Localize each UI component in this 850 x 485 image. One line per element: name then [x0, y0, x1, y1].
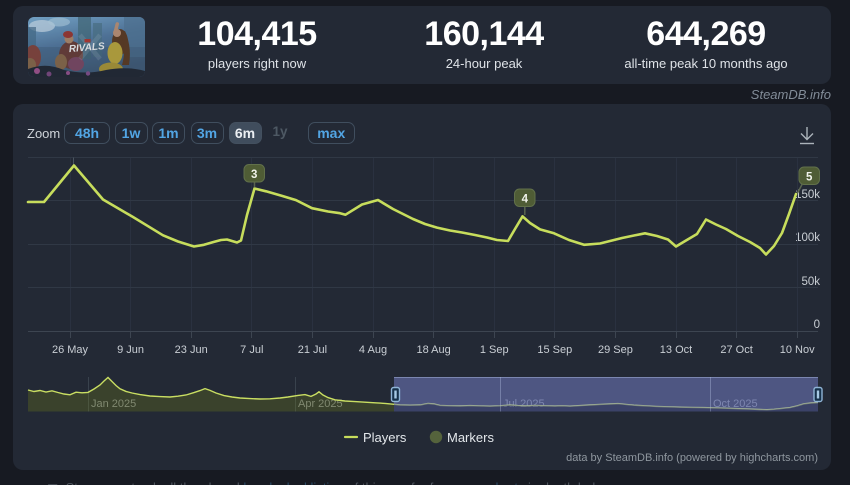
- svg-text:5: 5: [806, 171, 813, 183]
- svg-text:3: 3: [251, 169, 257, 181]
- svg-text:RIVALS: RIVALS: [68, 41, 105, 55]
- svg-text:4: 4: [522, 193, 529, 205]
